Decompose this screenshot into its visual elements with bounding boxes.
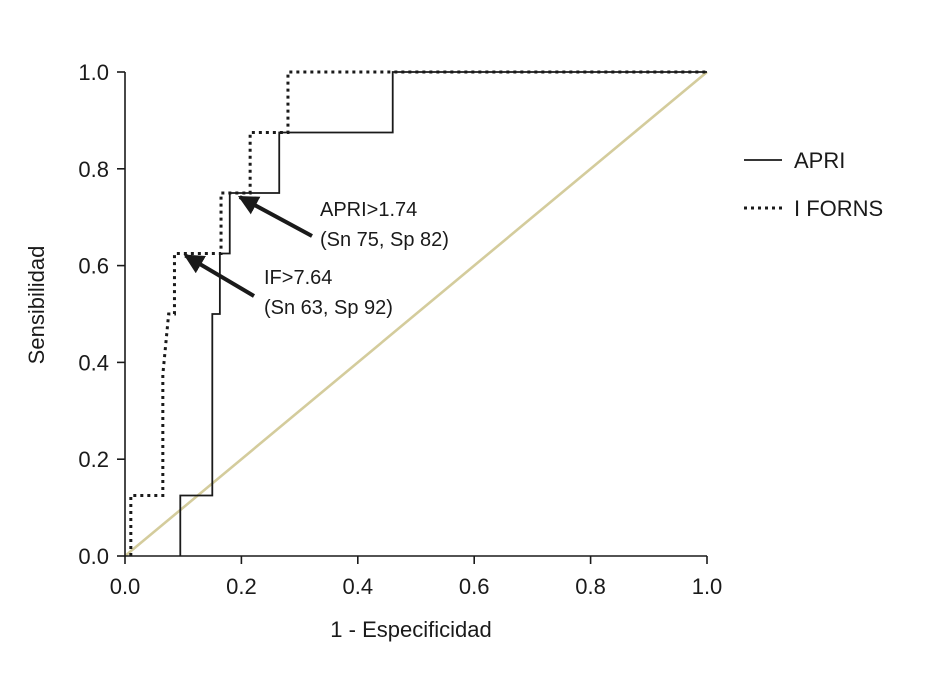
x-tick-label: 0.2 xyxy=(226,574,257,599)
x-tick-label: 1.0 xyxy=(692,574,723,599)
y-tick-label: 0.4 xyxy=(78,350,109,375)
reference-layer xyxy=(124,71,708,557)
x-tick-label: 0.0 xyxy=(110,574,141,599)
plot-layers: APRI>1.74 (Sn 75, Sp 82) IF>7.64 (Sn 63, Sp… xyxy=(124,70,708,557)
y-tick-label: 0.6 xyxy=(78,254,109,279)
reference-diagonal-line xyxy=(124,71,708,557)
x-axis-title: 1 - Especificidad xyxy=(330,617,491,642)
y-axis-title: Sensibilidad xyxy=(24,246,49,365)
annotation-label: IF>7.64 xyxy=(264,267,332,289)
annotation-arrow xyxy=(238,195,313,238)
y-tick-label: 0.2 xyxy=(78,447,109,472)
series-layer xyxy=(129,70,707,556)
legend: APRI I FORNS xyxy=(744,148,883,221)
legend-item-apri: APRI xyxy=(744,148,845,173)
annotation-layer: APRI>1.74 (Sn 75, Sp 82) IF>7.64 (Sn 63, Sp… xyxy=(183,195,449,319)
x-tick-label: 0.8 xyxy=(575,574,606,599)
x-tick-label: 0.4 xyxy=(343,574,374,599)
y-tick-label: 1.0 xyxy=(78,60,109,85)
legend-item-iforns: I FORNS xyxy=(744,196,883,221)
annotation-arrow xyxy=(183,253,256,298)
y-tick-label: 0.8 xyxy=(78,157,109,182)
annotation-detail: (Sn 63, Sp 92) xyxy=(264,297,393,319)
y-tick-label: 0.0 xyxy=(78,544,109,569)
ticks-layer: 0.0 0.2 0.4 0.6 0.8 1.0 0.0 0.2 0.4 0.6 0.8 1.0 xyxy=(78,60,722,599)
series-line-iforns xyxy=(129,70,707,556)
series-line-apri xyxy=(179,71,707,556)
annotation-detail: (Sn 75, Sp 82) xyxy=(320,229,449,251)
legend-label-apri: APRI xyxy=(794,148,845,173)
annotation-label: APRI>1.74 xyxy=(320,199,417,221)
legend-label-iforns: I FORNS xyxy=(794,196,883,221)
x-tick-label: 0.6 xyxy=(459,574,490,599)
